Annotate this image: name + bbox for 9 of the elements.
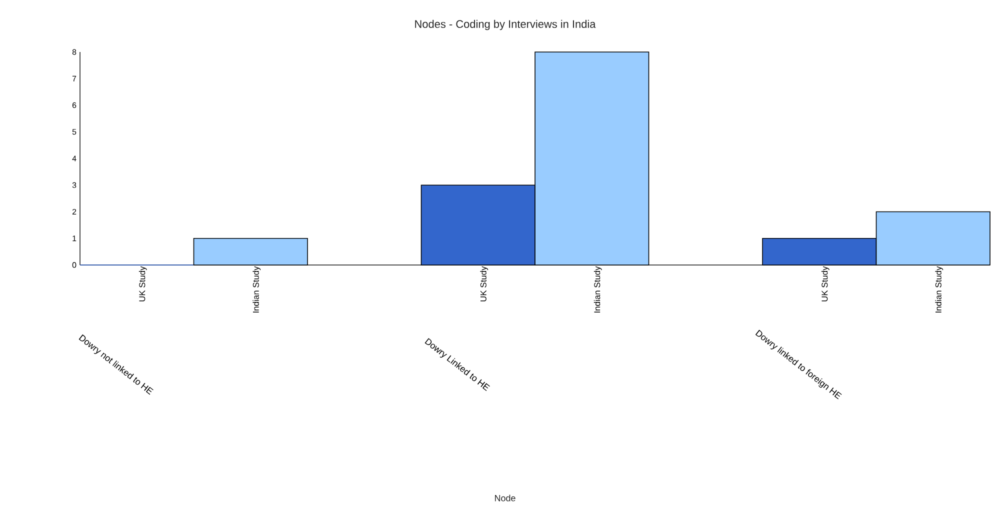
text: Indian Study xyxy=(594,266,602,312)
chart-title: Nodes - Coding by Interviews in India xyxy=(415,20,596,30)
text: Indian Study xyxy=(252,266,261,312)
text: UK Study xyxy=(821,266,830,302)
text: Node xyxy=(495,494,516,502)
text: UK Study xyxy=(138,266,147,302)
text: Indian Study xyxy=(935,266,944,312)
text: UK Study xyxy=(480,266,488,302)
bar xyxy=(193,238,308,266)
